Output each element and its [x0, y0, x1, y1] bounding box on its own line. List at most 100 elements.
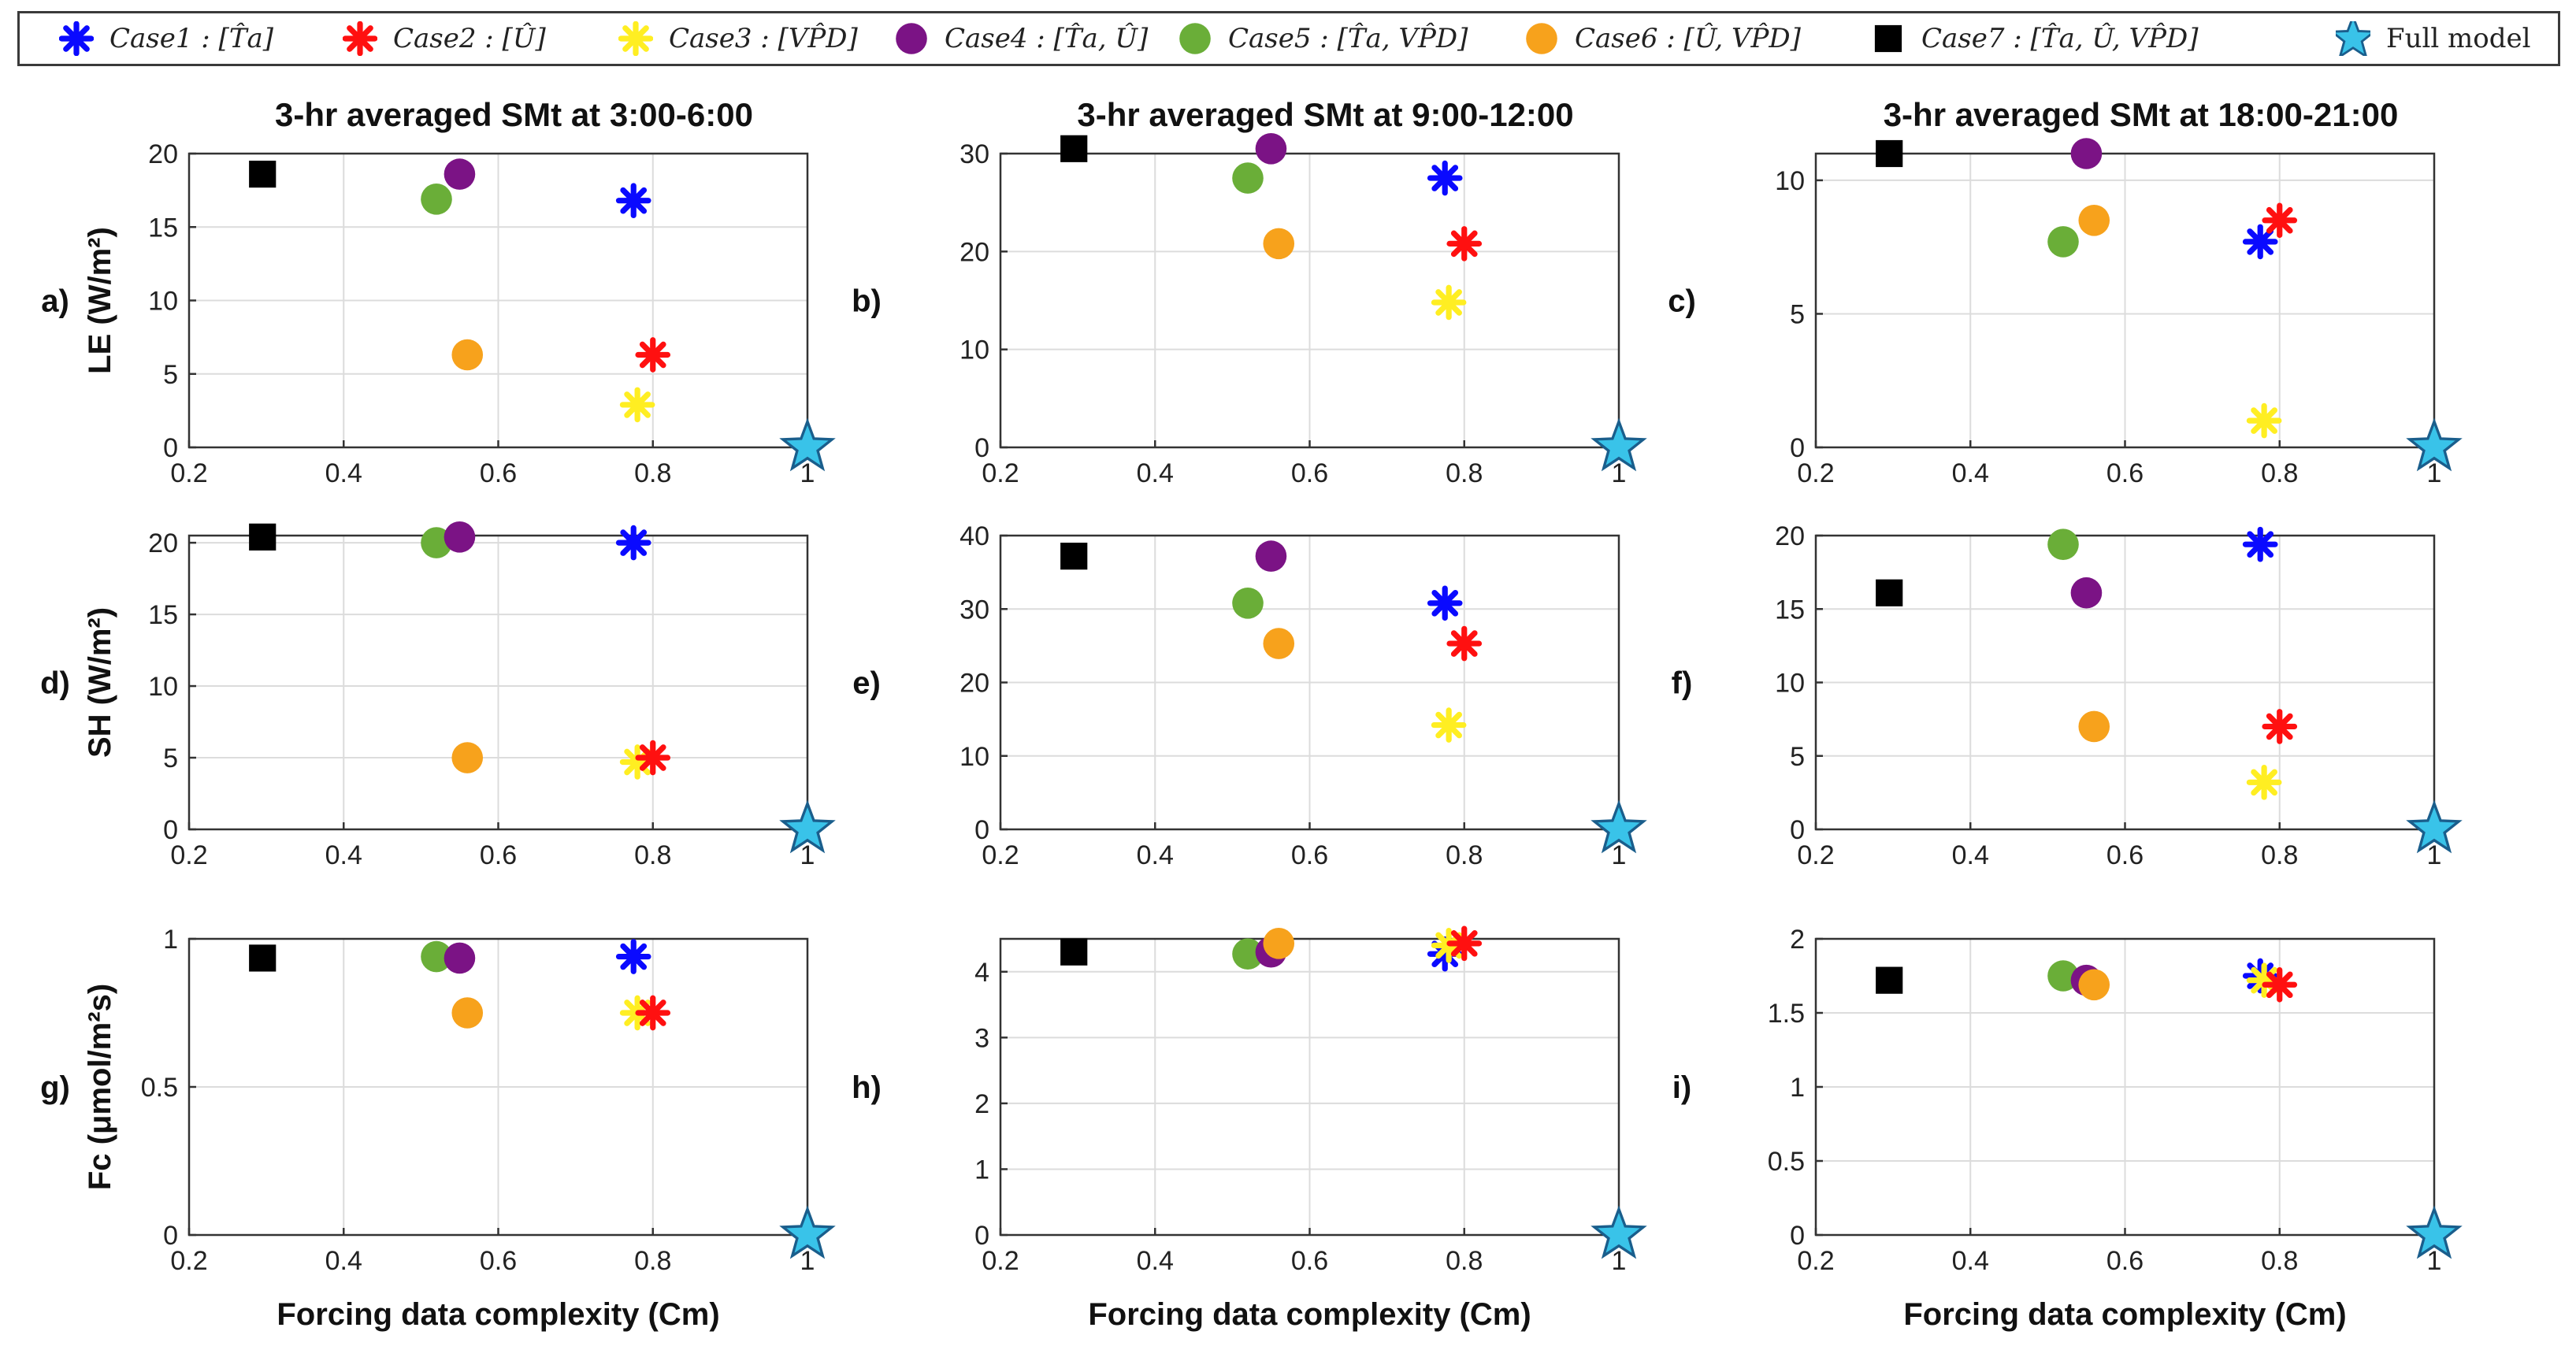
y-tick-label: 40 — [960, 521, 989, 551]
y-tick-label: 20 — [148, 139, 178, 169]
column-title: 3-hr averaged SMt at 9:00-12:00 — [1077, 96, 1573, 133]
point-case2 — [635, 995, 671, 1031]
point-full — [2406, 799, 2463, 854]
panel-letter: f) — [1672, 666, 1693, 701]
point-case7 — [1876, 139, 1903, 168]
y-tick-label: 10 — [960, 336, 989, 365]
x-tick-label: 0.4 — [1952, 458, 1989, 488]
point-case1 — [2242, 526, 2278, 562]
y-tick-label: 5 — [1790, 299, 1805, 329]
legend-item-case5: Case5 : [T̂a, VP̂D] — [1178, 13, 1468, 64]
x-tick-label: 0.4 — [1137, 458, 1174, 488]
x-tick-label: 0.4 — [1952, 1246, 1989, 1276]
y-tick-label: 10 — [960, 742, 989, 772]
y-tick-label: 15 — [148, 600, 178, 630]
point-case7 — [1060, 543, 1088, 570]
y-tick-label: 0 — [1790, 815, 1805, 845]
legend-item-case3: Case3 : [VP̂D] — [618, 13, 858, 64]
y-tick-label: 5 — [163, 744, 178, 773]
x-axis-label: Forcing data complexity (Cm) — [277, 1297, 719, 1332]
y-tick-label: 30 — [960, 139, 989, 169]
x-tick-label: 0.8 — [1446, 458, 1483, 488]
x-tick-label: 0.4 — [1137, 840, 1174, 870]
legend-marker-case4 — [896, 23, 927, 54]
legend-marker-case5 — [1179, 23, 1211, 54]
x-axis-label: Forcing data complexity (Cm) — [1088, 1297, 1531, 1332]
y-tick-label: 0 — [974, 1221, 989, 1251]
x-tick-label: 0.6 — [1291, 1246, 1328, 1276]
point-case6 — [1263, 928, 1295, 959]
point-case6 — [451, 742, 484, 773]
point-full — [779, 417, 836, 472]
legend-marker-case2 — [343, 21, 377, 56]
ylabel-le: LE (W/m²) — [83, 227, 117, 374]
panel-h: 0.2 0.4 0.6 0.8 1 0 1 2 3 4 h) — [852, 925, 1647, 1276]
x-tick-label: 1 — [2427, 458, 2442, 488]
point-case4 — [444, 942, 476, 974]
y-tick-label: 0.5 — [141, 1073, 178, 1103]
point-case7 — [1876, 966, 1903, 994]
y-tick-label: 1 — [1790, 1073, 1805, 1103]
y-tick-label: 10 — [1775, 669, 1805, 699]
legend-marker-full — [2336, 21, 2370, 56]
y-tick-label: 0 — [974, 433, 989, 463]
point-full — [1591, 417, 1647, 472]
y-tick-label: 0 — [163, 433, 178, 463]
x-tick-label: 0.6 — [480, 1246, 517, 1276]
x-tick-label: 0.6 — [2106, 1246, 2144, 1276]
y-tick-label: 0 — [163, 1221, 178, 1251]
point-case3 — [2246, 764, 2282, 800]
x-tick-label: 0.6 — [1291, 840, 1328, 870]
x-tick-label: 0.8 — [1446, 840, 1483, 870]
point-case1 — [615, 525, 651, 561]
point-case4 — [2070, 138, 2103, 169]
x-tick-label: 0.2 — [170, 458, 207, 488]
x-tick-label: 0.2 — [982, 1246, 1019, 1276]
legend-item-case7: Case7 : [T̂a, Û, VP̂D] — [1871, 13, 2199, 64]
y-tick-label: 0 — [1790, 433, 1805, 463]
point-full — [779, 799, 836, 854]
point-case7 — [1060, 135, 1088, 162]
legend-marker-case1 — [59, 21, 94, 56]
y-tick-label: 0.5 — [1768, 1147, 1805, 1177]
y-tick-label: 10 — [148, 287, 178, 317]
y-tick-label: 0 — [1790, 1221, 1805, 1251]
x-tick-label: 0.8 — [2261, 1246, 2298, 1276]
x-tick-label: 0.6 — [2106, 458, 2144, 488]
x-axis-label: Forcing data complexity (Cm) — [1903, 1297, 2346, 1332]
x-tick-label: 0.2 — [1797, 458, 1834, 488]
y-tick-label: 10 — [148, 672, 178, 702]
x-tick-label: 1 — [1612, 1246, 1627, 1276]
point-case2 — [635, 740, 671, 776]
x-tick-label: 0.2 — [982, 840, 1019, 870]
y-tick-label: 20 — [148, 528, 178, 558]
point-case6 — [2078, 710, 2110, 743]
ylabel-sh: SH (W/m²) — [83, 607, 117, 758]
y-tick-label: 5 — [1790, 742, 1805, 772]
panel-letter: h) — [852, 1070, 882, 1105]
point-case6 — [451, 997, 484, 1029]
point-full — [1591, 799, 1647, 854]
y-tick-label: 4 — [974, 958, 989, 988]
point-case6 — [1263, 228, 1295, 260]
point-case5 — [421, 184, 452, 215]
panel-letter: i) — [1672, 1070, 1691, 1105]
x-tick-label: 1 — [2427, 1246, 2442, 1276]
y-tick-label: 1 — [163, 925, 178, 955]
y-tick-label: 0 — [163, 815, 178, 845]
legend-marker-case3 — [618, 21, 653, 56]
x-tick-label: 0.8 — [634, 1246, 671, 1276]
y-tick-label: 3 — [974, 1023, 989, 1053]
panel-g: 0.2 0.4 0.6 0.8 1 0 0.5 1 g) — [40, 925, 836, 1276]
point-case7 — [249, 523, 277, 551]
y-tick-label: 2 — [1790, 925, 1805, 955]
point-case3 — [1431, 284, 1467, 321]
x-tick-label: 0.2 — [170, 1246, 207, 1276]
column-title: 3-hr averaged SMt at 3:00-6:00 — [275, 96, 753, 133]
